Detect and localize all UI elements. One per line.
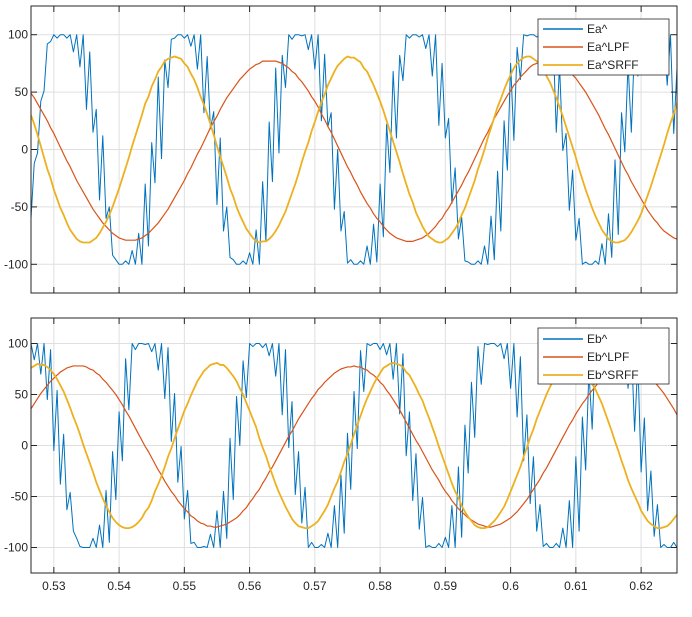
x-tick-label: 0.61 <box>564 579 588 593</box>
y-tick-label: -100 <box>4 257 28 271</box>
series-line-ea-lpf <box>31 59 677 242</box>
legend-entry-ea: Ea^ <box>587 22 608 36</box>
y-tick-labels: -100 -50 0 50 100 <box>4 337 28 555</box>
tick-marks <box>31 318 677 573</box>
top-plot: -100 -50 0 50 100 Ea^ Ea^LPF Ea^SRFF <box>4 5 678 294</box>
x-tick-label: 0.55 <box>173 579 197 593</box>
series-line-ea-srff <box>31 55 677 244</box>
y-tick-labels: -100 -50 0 50 100 <box>4 28 28 272</box>
y-tick-label: 100 <box>8 337 28 351</box>
y-tick-label: 50 <box>15 85 29 99</box>
x-tick-label: 0.53 <box>42 579 66 593</box>
x-tick-label: 0.54 <box>107 579 131 593</box>
legend: Eb^ Eb^LPF Eb^SRFF <box>537 327 670 385</box>
y-tick-label: 0 <box>21 439 28 453</box>
x-tick-labels: 0.53 0.54 0.55 0.56 0.57 0.58 0.59 0.6 0.61 0.62 <box>42 579 653 593</box>
tick-marks <box>31 6 677 293</box>
y-tick-label: -100 <box>4 541 28 555</box>
series-layer <box>31 34 677 265</box>
y-tick-label: -50 <box>11 490 29 504</box>
legend-entry-eb: Eb^ <box>587 332 608 346</box>
x-tick-label: 0.57 <box>303 579 327 593</box>
y-tick-label: 100 <box>8 28 28 42</box>
y-tick-label: 0 <box>21 143 28 157</box>
x-tick-label: 0.6 <box>502 579 519 593</box>
x-tick-label: 0.56 <box>238 579 262 593</box>
legend-entry-eb-srff: Eb^SRFF <box>587 368 639 382</box>
legend: Ea^ Ea^LPF Ea^SRFF <box>537 18 670 76</box>
legend-entry-eb-lpf: Eb^LPF <box>587 350 629 364</box>
legend-entry-ea-srff: Ea^SRFF <box>587 58 639 72</box>
x-tick-label: 0.62 <box>629 579 653 593</box>
x-tick-label: 0.59 <box>434 579 458 593</box>
x-tick-label: 0.58 <box>368 579 392 593</box>
grid <box>31 6 677 293</box>
y-tick-label: 50 <box>15 388 29 402</box>
series-line-ea <box>31 34 677 265</box>
legend-entry-ea-lpf: Ea^LPF <box>587 40 629 54</box>
y-tick-label: -50 <box>11 200 29 214</box>
